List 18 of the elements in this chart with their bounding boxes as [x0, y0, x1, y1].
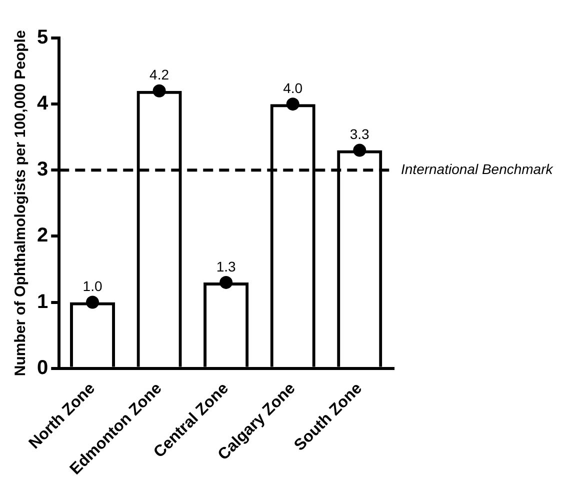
data-label: 1.3 [216, 258, 236, 274]
data-label: 3.3 [350, 126, 370, 142]
point [86, 296, 100, 309]
y-tick-label: 0 [37, 356, 48, 379]
point [353, 144, 366, 157]
y-axis-title: Number of Ophthalmologists per 100,000 People [12, 30, 30, 376]
y-tick-label: 4 [37, 92, 49, 115]
data-label: 4.0 [283, 80, 303, 96]
y-tick-label: 1 [37, 290, 48, 313]
y-tick-label: 5 [37, 26, 48, 49]
ref-line-label: International Benchmark [401, 161, 554, 178]
point [152, 84, 166, 98]
point [220, 276, 233, 289]
data-label: 1.0 [82, 278, 102, 294]
y-tick-label: 2 [37, 224, 48, 247]
y-tick-label: 3 [37, 158, 48, 181]
data-label: 4.2 [150, 66, 170, 83]
point [286, 98, 300, 111]
